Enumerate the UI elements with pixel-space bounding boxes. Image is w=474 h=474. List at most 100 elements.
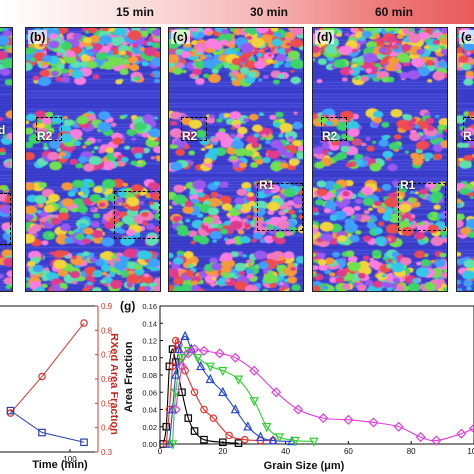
- data-point: [174, 343, 184, 353]
- y-tick-label: 0.14: [142, 319, 157, 328]
- y-tick-label: 0.04: [142, 406, 157, 415]
- roi-label-r1: R1: [400, 178, 416, 192]
- ebsd-map-panel-d: (d) R2 R1: [312, 27, 448, 292]
- data-point: [318, 413, 329, 424]
- x-tick-label: 0: [158, 447, 163, 456]
- data-point: [38, 428, 46, 437]
- data-point: [200, 405, 208, 414]
- roi-label-r2: R2: [37, 129, 53, 143]
- roi-label-r2: R: [463, 129, 472, 143]
- x-tick-label: 80: [407, 447, 416, 456]
- ebsd-map-panel-e: (e R: [456, 27, 474, 292]
- data-point: [415, 432, 426, 443]
- y-tick-label: 0.7: [101, 351, 113, 360]
- ebsd-map-panel-c: (c) R2 R1: [168, 27, 304, 292]
- y-tick-label: 0.9: [101, 302, 113, 311]
- series-line: [162, 348, 239, 445]
- roi-label-a: d: [0, 123, 5, 137]
- data-point: [468, 423, 474, 434]
- data-point: [190, 388, 199, 397]
- data-point: [225, 431, 233, 440]
- roi-box-r1: [114, 191, 160, 239]
- panel-letter-e: (e: [459, 30, 474, 44]
- data-point: [178, 388, 186, 397]
- data-point: [230, 352, 241, 363]
- time-label-30: 30 min: [250, 5, 289, 19]
- y-tick-label: 0.02: [142, 423, 157, 432]
- y-tick-label: 0.5: [101, 399, 113, 408]
- data-point: [190, 427, 199, 435]
- data-point: [431, 435, 442, 446]
- y-tick-label: 0.08: [142, 371, 157, 380]
- data-point: [249, 397, 259, 407]
- data-point: [230, 403, 241, 414]
- data-point: [180, 330, 190, 340]
- panel-letter-d: (d): [315, 30, 335, 44]
- data-point: [183, 348, 194, 359]
- data-point: [164, 438, 175, 448]
- data-point: [80, 438, 88, 447]
- x-tick-label: 40: [281, 447, 290, 456]
- data-point: [168, 362, 177, 371]
- data-point: [184, 414, 193, 422]
- data-point: [189, 344, 200, 355]
- data-point: [456, 428, 467, 439]
- y-tick-label: 0.00: [142, 440, 157, 449]
- data-point: [205, 362, 215, 372]
- data-point: [171, 369, 181, 379]
- series-line: [165, 338, 274, 445]
- y-tick-label: 0.6: [101, 375, 113, 384]
- data-point: [170, 404, 181, 415]
- roi-box-r2: [463, 117, 474, 141]
- y-tick-label: 0.16: [142, 302, 157, 311]
- roi-label-r2: R2: [182, 129, 198, 143]
- data-point: [234, 439, 243, 447]
- ebsd-map-panel-b: (b) R2: [25, 27, 161, 292]
- data-point: [368, 417, 379, 428]
- series-line: [172, 350, 314, 445]
- data-point: [200, 435, 208, 444]
- panel-letter-c: (c): [171, 30, 190, 44]
- data-point: [218, 366, 228, 377]
- x-axis-label: Time (min): [32, 459, 88, 471]
- roi-label-r2: R2: [322, 129, 338, 143]
- y-tick-label: 0.10: [142, 354, 157, 363]
- series-line: [10, 322, 85, 414]
- data-point: [249, 365, 260, 376]
- data-point: [243, 421, 253, 431]
- ebsd-map-image: [457, 28, 474, 291]
- data-point: [293, 404, 304, 415]
- data-point: [240, 435, 249, 444]
- data-point: [162, 422, 171, 431]
- roi-box-r2: [181, 117, 207, 141]
- data-point: [274, 433, 284, 443]
- data-point: [271, 387, 282, 398]
- ebsd-map-image: [169, 28, 303, 291]
- data-point: [177, 353, 187, 364]
- rx-fraction-chart: 0.3 0.4 0.5 0.6 0.7 0.8 0.9 100 Time (min) RXed…: [0, 302, 118, 471]
- time-gradient-bar: [0, 0, 474, 24]
- chart-panel-label: (g): [120, 299, 135, 313]
- data-point: [309, 437, 319, 447]
- time-label-60: 60 min: [375, 5, 414, 19]
- x-tick-label: 20: [218, 447, 227, 456]
- data-point: [233, 375, 244, 385]
- roi-box: [0, 193, 11, 245]
- y-tick-label: 0.12: [142, 337, 157, 346]
- data-point: [80, 319, 88, 327]
- data-point: [393, 421, 404, 432]
- x-tick-label: 100: [63, 455, 77, 464]
- data-point: [193, 353, 203, 364]
- data-point: [168, 345, 177, 353]
- ebsd-map-panel-a: d: [0, 27, 13, 292]
- data-point: [6, 406, 15, 415]
- ebsd-map-image: [313, 28, 447, 291]
- y-tick-label: 0.06: [142, 388, 157, 397]
- data-point: [268, 435, 278, 445]
- y-axis-label: Area Fraction: [123, 341, 135, 412]
- data-point: [196, 360, 206, 371]
- data-point: [38, 372, 46, 381]
- ebsd-map-image: [26, 28, 160, 291]
- ebsd-map-image: [0, 28, 12, 291]
- roi-box-r1: [257, 183, 303, 231]
